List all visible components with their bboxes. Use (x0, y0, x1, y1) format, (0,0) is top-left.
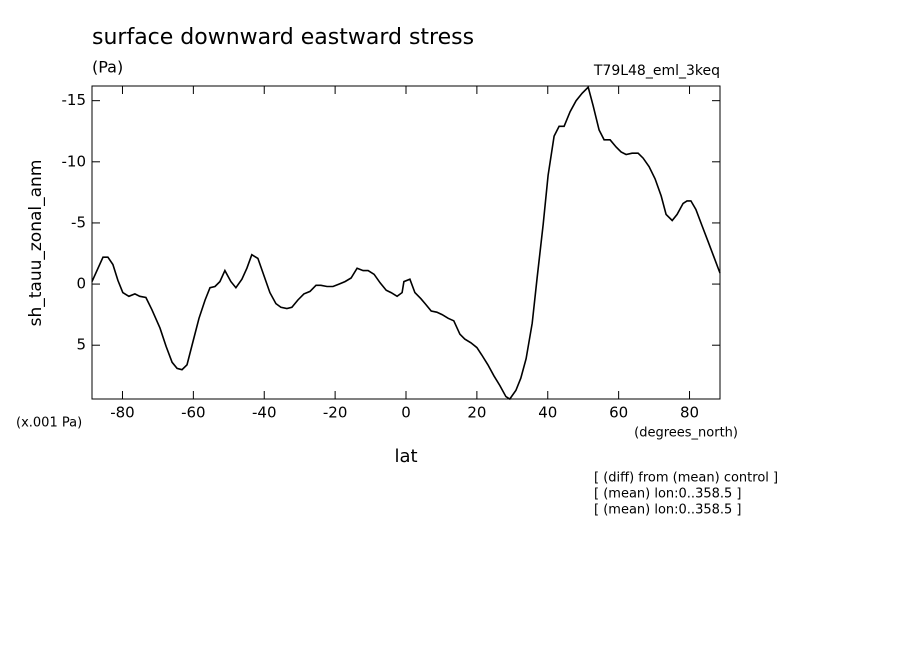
x-tick-label: 0 (401, 404, 411, 422)
plot-frame (91, 85, 721, 400)
x-tick-label: 20 (467, 404, 486, 422)
y-tick-label: -10 (62, 152, 87, 170)
data-line (91, 85, 721, 401)
y-tick-label: 0 (76, 275, 86, 293)
y-tick-label: 5 (76, 336, 86, 354)
x-axis-label: lat (394, 446, 417, 467)
x-tick-label: -60 (181, 404, 206, 422)
run-label: T79L48_eml_3keq (593, 63, 720, 79)
chart-title: surface downward eastward stress (92, 25, 474, 50)
y-units: (x.001 Pa) (16, 416, 82, 431)
y-tick-label: -5 (71, 213, 86, 231)
x-tick-label: -20 (323, 404, 348, 422)
x-tick-label: -80 (110, 404, 135, 422)
x-tick-label: 60 (609, 404, 628, 422)
x-tick-label: 40 (538, 404, 557, 422)
y-axis-label: sh_tauu_zonal_anm (26, 160, 46, 327)
note: [ (mean) lon:0..358.5 ] (594, 487, 742, 502)
x-tick-label: 80 (680, 404, 699, 422)
x-units: (degrees_north) (634, 426, 738, 441)
note: [ (diff) from (mean) control ] (594, 471, 778, 486)
y-tick-label: -15 (62, 91, 87, 109)
note: [ (mean) lon:0..358.5 ] (594, 503, 742, 518)
units: (Pa) (92, 58, 123, 77)
x-tick-label: -40 (252, 404, 277, 422)
